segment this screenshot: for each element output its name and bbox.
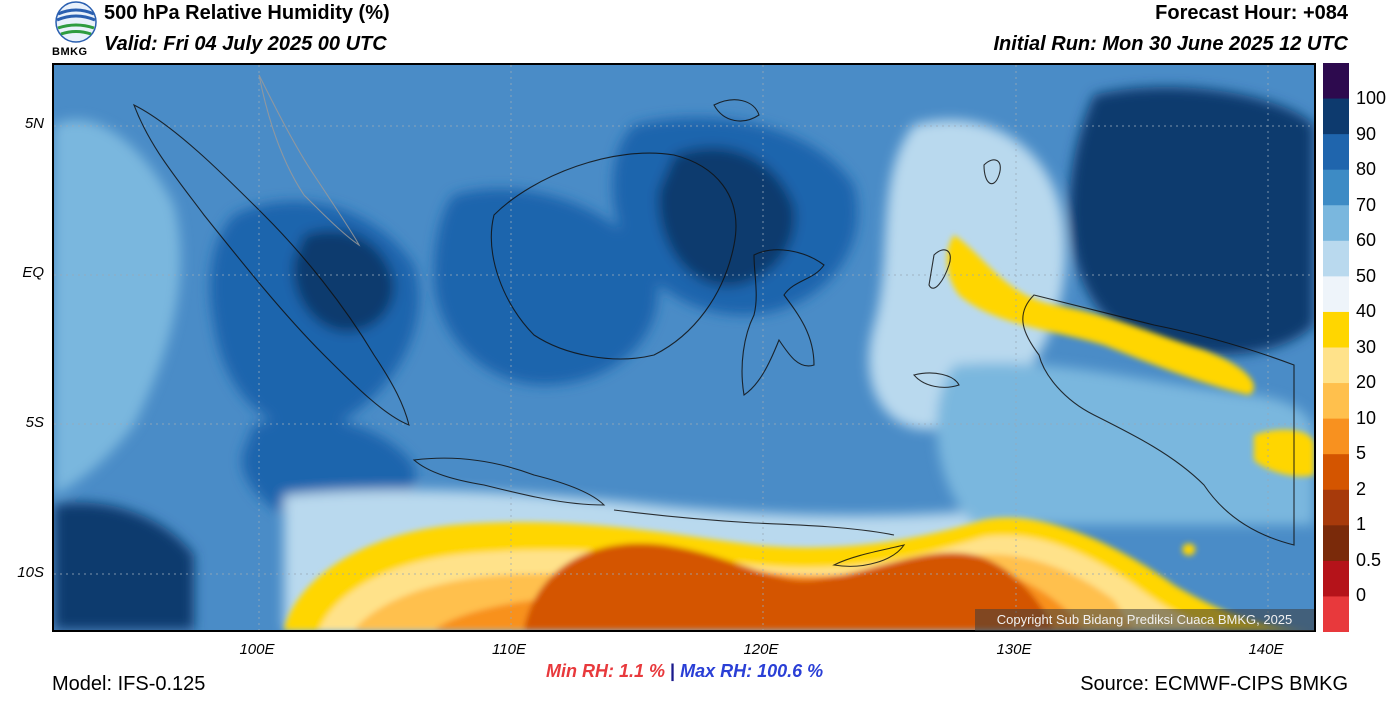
min-rh-label: Min RH: <box>546 661 614 681</box>
colorbar-swatch <box>1323 276 1349 313</box>
lon-label-130e: 130E <box>996 641 1032 658</box>
bmkg-logo-icon <box>52 0 100 62</box>
colorbar-swatch <box>1323 383 1349 420</box>
colorbar-label: 70 <box>1356 195 1377 215</box>
initial-run: Initial Run: Mon 30 June 2025 12 UTC <box>993 33 1348 55</box>
colorbar-swatch <box>1323 311 1349 348</box>
colorbar-label: 60 <box>1356 230 1377 250</box>
stats-separator: | <box>670 661 676 681</box>
logo-text: BMKG <box>52 46 88 58</box>
colorbar-label: 1 <box>1356 514 1367 534</box>
colorbar-label: 30 <box>1356 337 1377 357</box>
lon-label-120e: 120E <box>743 641 779 658</box>
colorbar-swatch <box>1323 205 1349 242</box>
colorbar <box>1323 63 1349 633</box>
max-rh-label: Max RH: <box>680 661 753 681</box>
lon-label-110e: 110E <box>492 641 526 658</box>
colorbar-label: 100 <box>1356 88 1387 108</box>
forecast-hour: Forecast Hour: +084 <box>1155 2 1348 24</box>
lat-label-5n: 5N <box>24 115 44 132</box>
colorbar-label: 90 <box>1356 124 1377 144</box>
lon-label-140e: 140E <box>1248 641 1284 658</box>
model-info: Model: IFS-0.125 <box>52 673 206 695</box>
colorbar-swatch <box>1323 134 1349 171</box>
lon-label-100e: 100E <box>239 641 275 658</box>
humidity-map[interactable] <box>52 63 1316 632</box>
min-rh-value: 1.1 % <box>619 661 666 681</box>
colorbar-swatch <box>1323 454 1349 491</box>
valid-time: Valid: Fri 04 July 2025 00 UTC <box>104 33 387 55</box>
colorbar-swatch <box>1323 418 1349 455</box>
lat-label-10s: 10S <box>17 564 44 581</box>
colorbar-label: 20 <box>1356 372 1377 392</box>
colorbar-label: 80 <box>1356 159 1377 179</box>
source-info: Source: ECMWF-CIPS BMKG <box>1080 673 1348 695</box>
colorbar-swatch <box>1323 596 1349 633</box>
colorbar-swatch <box>1323 240 1349 277</box>
lat-label-eq: EQ <box>22 264 44 281</box>
colorbar-swatch <box>1323 98 1349 135</box>
colorbar-label: 10 <box>1356 408 1377 428</box>
copyright-notice: Copyright Sub Bidang Prediksi Cuaca BMKG… <box>975 609 1314 631</box>
colorbar-swatch <box>1323 169 1349 206</box>
colorbar-label: 0.5 <box>1356 550 1382 570</box>
colorbar-swatch <box>1323 489 1349 526</box>
colorbar-swatch <box>1323 525 1349 562</box>
colorbar-label: 2 <box>1356 479 1367 499</box>
rh-stats: Min RH: 1.1 % | Max RH: 100.6 % <box>546 661 823 682</box>
colorbar-label: 50 <box>1356 266 1377 286</box>
colorbar-label: 40 <box>1356 301 1377 321</box>
colorbar-swatch <box>1323 347 1349 384</box>
max-rh-value: 100.6 % <box>757 661 824 681</box>
colorbar-label: 5 <box>1356 443 1367 463</box>
colorbar-label: 0 <box>1356 585 1367 605</box>
lat-label-5s: 5S <box>25 414 44 431</box>
map-title: 500 hPa Relative Humidity (%) <box>104 2 390 24</box>
colorbar-swatch <box>1323 560 1349 597</box>
colorbar-swatch <box>1323 63 1349 100</box>
